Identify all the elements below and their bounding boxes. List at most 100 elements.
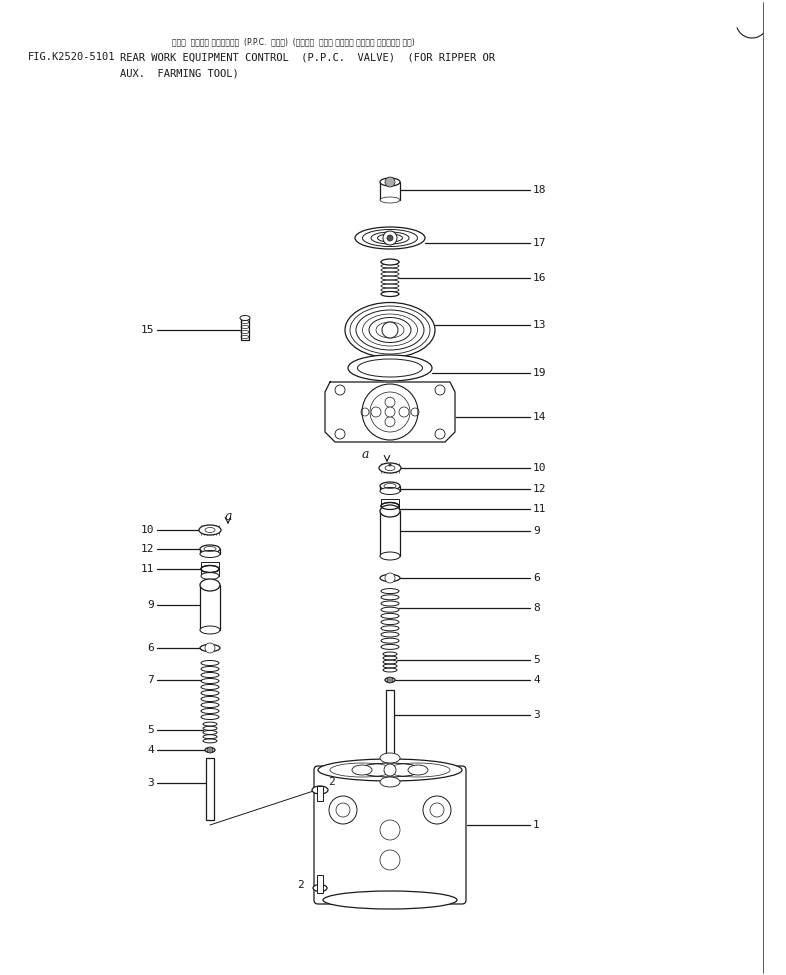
Bar [380,511,400,556]
Text: 4: 4 [533,675,540,685]
Circle shape [205,643,215,653]
Ellipse shape [380,552,400,560]
Circle shape [371,407,381,417]
Polygon shape [325,382,455,442]
Circle shape [335,385,345,395]
Text: 12: 12 [533,484,546,494]
Text: 5: 5 [147,725,154,735]
Ellipse shape [385,678,395,682]
Ellipse shape [380,197,400,203]
Circle shape [335,429,345,439]
Ellipse shape [200,545,220,553]
Circle shape [435,429,445,439]
Text: 8: 8 [533,603,540,613]
Circle shape [380,820,400,840]
Text: 5: 5 [533,655,540,665]
Ellipse shape [369,318,411,342]
Bar [386,690,394,755]
Circle shape [399,407,409,417]
Text: 19: 19 [533,368,546,378]
Ellipse shape [348,355,432,381]
Text: 9: 9 [147,600,154,610]
Ellipse shape [201,566,219,572]
Ellipse shape [381,259,399,265]
Text: 12: 12 [141,544,154,554]
Ellipse shape [408,765,428,775]
Ellipse shape [200,579,220,591]
Circle shape [387,677,393,683]
Text: 6: 6 [147,643,154,653]
Text: 2: 2 [328,777,335,787]
Ellipse shape [380,777,400,787]
Ellipse shape [313,884,327,891]
Ellipse shape [199,525,221,535]
Bar [200,585,220,630]
Ellipse shape [200,551,220,558]
Text: 10: 10 [141,525,154,535]
FancyBboxPatch shape [314,766,466,904]
Ellipse shape [377,234,402,242]
Ellipse shape [379,463,401,473]
Circle shape [385,416,395,427]
Ellipse shape [358,359,423,377]
Circle shape [388,463,391,466]
Circle shape [385,573,395,583]
Circle shape [384,764,396,776]
Text: AUX.  FARMING TOOL): AUX. FARMING TOOL) [120,68,239,78]
Ellipse shape [323,891,457,909]
Text: 15: 15 [141,325,154,335]
Text: 7: 7 [147,675,154,685]
Text: 17: 17 [533,238,546,248]
Ellipse shape [205,748,215,753]
Circle shape [435,385,445,395]
Text: a: a [362,448,369,461]
Circle shape [382,322,398,338]
Text: 2: 2 [297,880,304,890]
Ellipse shape [352,765,372,775]
Text: リヤー  サギヨキ コントロール  (P.P.C.  バルブ)  (リッパー  マタハ ノココウ サギヨキ ソウチャク ヨコ): リヤー サギヨキ コントロール (P.P.C. バルブ) (リッパー マタハ ノ… [172,37,415,47]
Ellipse shape [312,786,328,794]
Text: 11: 11 [141,564,154,574]
Text: 10: 10 [533,463,546,473]
Circle shape [380,850,400,870]
Bar [206,758,214,820]
Circle shape [387,235,393,241]
Text: 18: 18 [533,185,546,195]
Text: 13: 13 [533,320,546,330]
Bar [317,786,323,801]
Circle shape [385,177,395,187]
Ellipse shape [381,502,399,510]
Circle shape [207,747,213,753]
Circle shape [385,407,395,417]
Ellipse shape [381,510,399,517]
Circle shape [423,796,451,824]
Text: 16: 16 [533,273,546,283]
Text: 4: 4 [147,745,154,755]
Ellipse shape [355,227,425,249]
Text: 1: 1 [533,820,540,830]
Ellipse shape [380,178,400,186]
Ellipse shape [318,759,462,781]
Circle shape [329,796,357,824]
Ellipse shape [371,232,409,244]
Ellipse shape [200,626,220,634]
Circle shape [385,397,395,408]
Ellipse shape [201,572,219,579]
Text: a: a [224,511,232,524]
Text: REAR WORK EQUIPMENT CONTROL  (P.P.C.  VALVE)  (FOR RIPPER OR: REAR WORK EQUIPMENT CONTROL (P.P.C. VALV… [120,52,495,62]
Ellipse shape [380,482,400,490]
Text: 9: 9 [533,526,540,536]
Text: 11: 11 [533,504,546,514]
Ellipse shape [356,310,424,350]
Bar [201,562,219,576]
Ellipse shape [240,316,250,321]
Ellipse shape [381,292,399,296]
Bar [241,318,249,340]
Ellipse shape [380,753,400,763]
Text: FIG.K2520-5101: FIG.K2520-5101 [28,52,116,62]
Text: 14: 14 [533,412,546,422]
Text: 3: 3 [147,778,154,788]
Ellipse shape [380,488,400,494]
Circle shape [383,231,397,245]
Circle shape [362,384,418,440]
